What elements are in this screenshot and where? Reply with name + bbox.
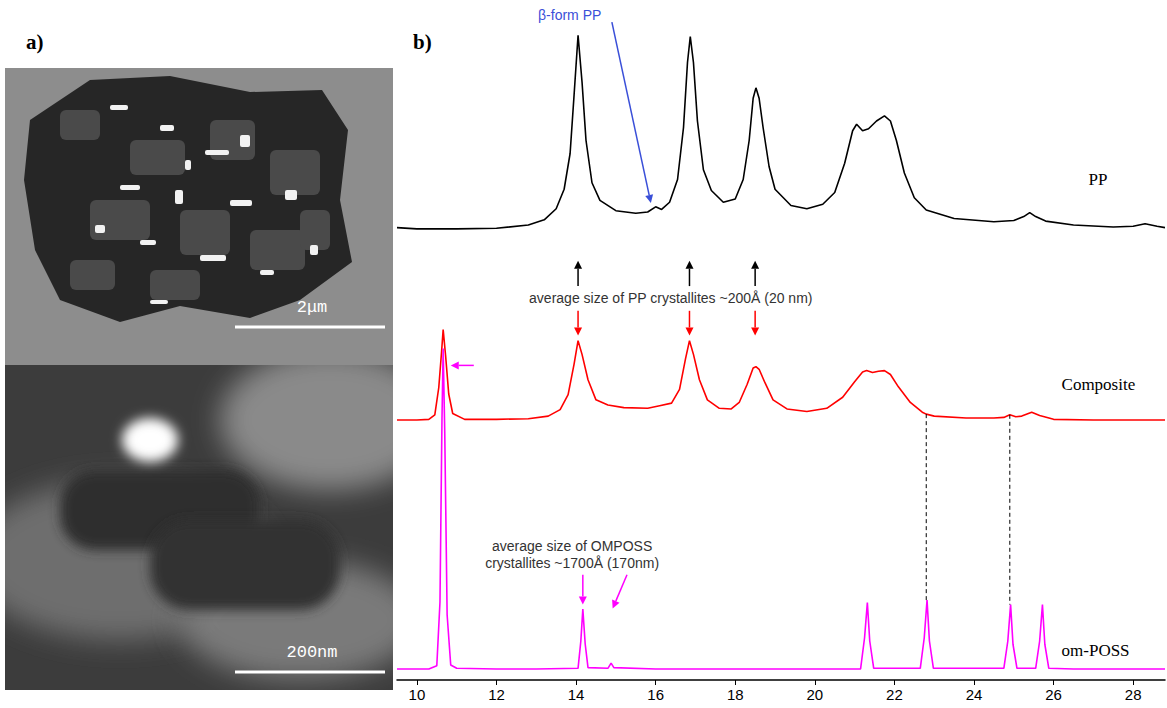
svg-text:average size of PP crystallite: average size of PP crystallites ~200Å (2… bbox=[529, 290, 812, 306]
svg-text:β-form PP: β-form PP bbox=[538, 7, 601, 23]
svg-text:200nm: 200nm bbox=[286, 643, 337, 662]
html-text:a): a) bbox=[26, 30, 44, 54]
svg-text:16: 16 bbox=[647, 686, 664, 703]
svg-text:PP: PP bbox=[1089, 170, 1108, 189]
svg-text:10: 10 bbox=[409, 686, 426, 703]
svg-text:crystallites ~1700Å (170nm): crystallites ~1700Å (170nm) bbox=[485, 555, 659, 571]
svg-text:18: 18 bbox=[727, 686, 744, 703]
svg-text:22: 22 bbox=[886, 686, 903, 703]
svg-text:28: 28 bbox=[1125, 686, 1142, 703]
svg-text:average size of OMPOSS: average size of OMPOSS bbox=[492, 538, 652, 554]
svg-text:12: 12 bbox=[488, 686, 505, 703]
html-text:b): b) bbox=[413, 30, 432, 54]
svg-text:Composite: Composite bbox=[1062, 375, 1136, 394]
svg-text:24: 24 bbox=[966, 686, 983, 703]
svg-text:20: 20 bbox=[806, 686, 823, 703]
svg-text:26: 26 bbox=[1045, 686, 1062, 703]
svg-text:2μm: 2μm bbox=[297, 298, 328, 317]
svg-text:14: 14 bbox=[568, 686, 585, 703]
svg-text:om-POSS: om-POSS bbox=[1062, 641, 1130, 660]
